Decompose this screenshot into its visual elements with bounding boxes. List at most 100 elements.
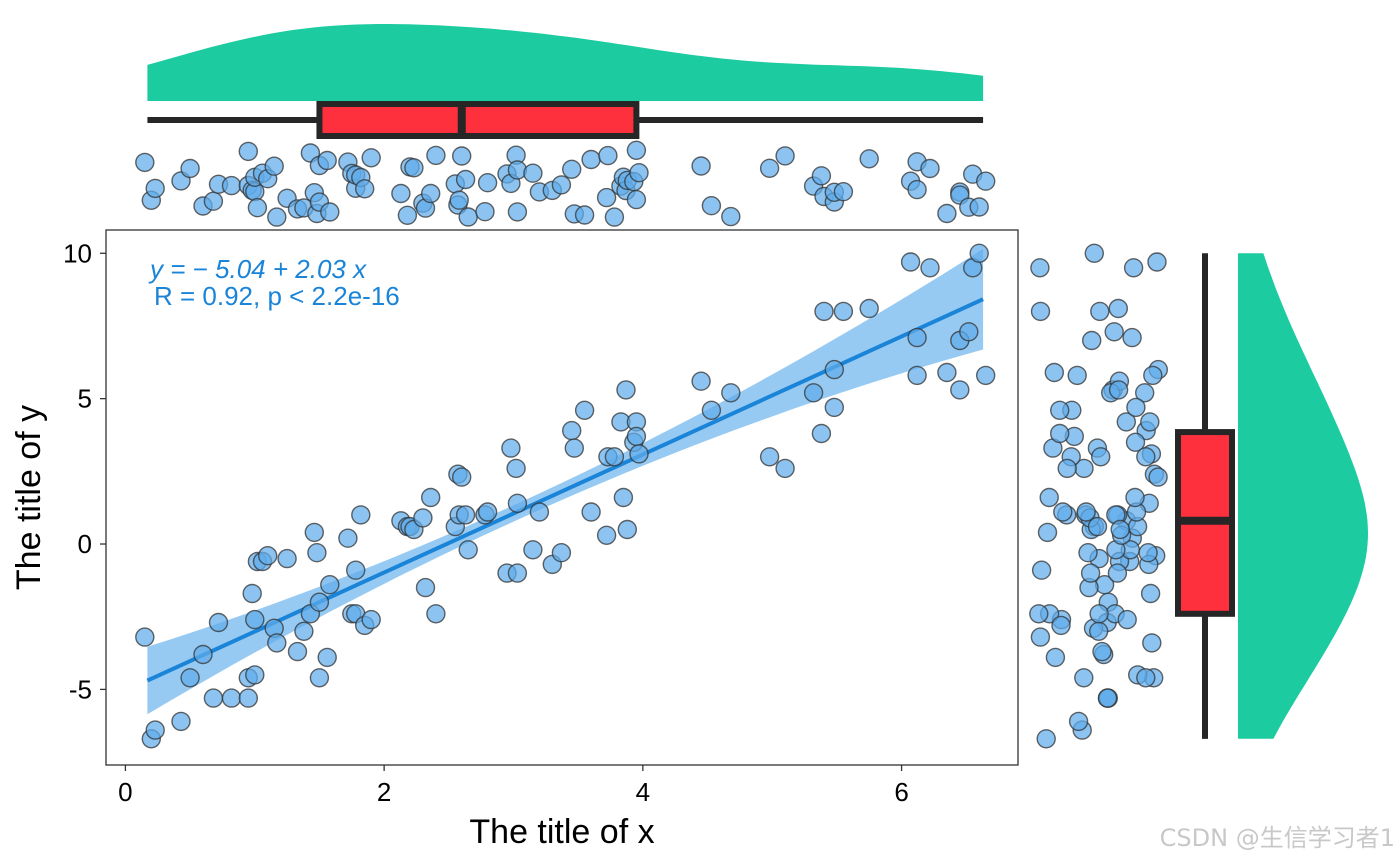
- y-jitter-point: [1030, 301, 1051, 322]
- watermark-text: CSDN @生信学习者1: [1160, 824, 1395, 852]
- scatter-point: [238, 688, 259, 708]
- y-jitter-point: [1029, 604, 1049, 624]
- scatter-point: [562, 420, 582, 441]
- scatter-point: [304, 522, 324, 543]
- x-jitter-point: [629, 162, 649, 183]
- x-jitter-point: [145, 178, 165, 199]
- x-jitter-point: [317, 150, 337, 171]
- x-jitter-point: [180, 158, 200, 179]
- x-jitter-point: [452, 146, 472, 166]
- scatter-point: [759, 447, 780, 467]
- y-jitter-point: [1076, 502, 1096, 522]
- scatter-point: [413, 508, 433, 528]
- y-jitter-point: [1097, 688, 1118, 708]
- x-jitter-point: [507, 202, 528, 222]
- scatter-point: [221, 688, 242, 708]
- x-jitter-point: [391, 183, 411, 204]
- x-jitter-point: [920, 158, 940, 179]
- scatter-point: [626, 426, 647, 447]
- y-jitter-point: [1107, 563, 1128, 583]
- y-jitter-point: [1140, 583, 1161, 604]
- y-boxplot: [1175, 253, 1235, 739]
- scatter-point: [617, 519, 637, 540]
- x-jitter-point: [581, 149, 601, 170]
- scatter-point: [833, 301, 854, 322]
- y-jitter-point: [1123, 258, 1144, 278]
- scatter-point: [564, 438, 584, 458]
- y-jitter-point: [1136, 447, 1156, 467]
- x-jitter-point: [937, 203, 957, 224]
- x-tick-label: 4: [636, 777, 650, 807]
- x-jitter-point: [759, 158, 780, 179]
- x-jitter-point: [361, 148, 381, 168]
- x-jitter-point: [267, 207, 287, 227]
- x-jitter-point: [523, 163, 543, 183]
- scatter-point: [900, 252, 921, 272]
- y-jitter-point: [1117, 609, 1137, 630]
- y-jitter-point: [1053, 502, 1073, 522]
- y-jitter-point: [1030, 627, 1051, 647]
- scatter-point: [458, 540, 478, 560]
- y-axis-title: The title of y: [10, 405, 48, 590]
- scatter-point: [613, 487, 634, 508]
- y-jitter-point: [1081, 330, 1102, 351]
- x-jitter-point: [626, 189, 647, 210]
- y-tick-label: 10: [63, 238, 92, 268]
- y-jitter-point: [1068, 711, 1089, 732]
- scatter-point: [501, 438, 521, 458]
- scatter-point: [245, 609, 265, 630]
- y-jitter-point: [1049, 400, 1070, 420]
- scatter-point: [721, 383, 741, 403]
- y-tick-label: 0: [78, 529, 92, 559]
- x-jitter-point: [598, 145, 618, 166]
- y-jitter-point: [1049, 423, 1070, 444]
- y-jitter-point: [1088, 621, 1109, 641]
- scatter-point: [551, 543, 572, 563]
- y-jitter-point: [1051, 615, 1071, 636]
- y-jitter-point: [1148, 467, 1168, 487]
- x-jitter-point: [626, 140, 647, 161]
- scatter-point: [193, 644, 213, 665]
- x-jitter-point: [604, 207, 625, 227]
- scatter-point: [320, 575, 340, 595]
- y-jitter-point: [1078, 543, 1098, 563]
- y-jitter-point: [1110, 519, 1130, 540]
- x-jitter-point: [833, 181, 854, 202]
- scatter-point: [616, 380, 636, 400]
- x-jitter-point: [320, 202, 340, 222]
- scatter-point: [477, 502, 498, 522]
- scatter-point: [775, 458, 795, 479]
- y-jitter-point: [1036, 729, 1056, 749]
- x-jitter-point: [721, 206, 741, 227]
- scatter-point: [309, 668, 330, 688]
- scatter-point: [803, 383, 824, 403]
- scatter-point: [208, 612, 229, 633]
- x-jitter-point: [455, 169, 476, 190]
- y-jitter-point: [1125, 432, 1146, 452]
- scatter-point: [346, 560, 366, 580]
- y-jitter-point: [1090, 447, 1111, 467]
- x-jitter-point: [247, 197, 268, 218]
- scatter-point: [811, 423, 832, 444]
- scatter-point: [907, 327, 927, 348]
- x-jitter-point: [691, 156, 711, 176]
- scatter-point: [824, 359, 844, 380]
- scatter-point: [920, 258, 940, 278]
- scatter-point: [267, 633, 287, 653]
- scatter-point: [629, 444, 649, 464]
- y-jitter-point: [1143, 365, 1163, 386]
- scatter-point: [277, 548, 297, 569]
- x-jitter-point: [264, 156, 284, 176]
- x-jitter-point: [574, 205, 595, 225]
- scatter-point: [507, 563, 528, 583]
- scatter-point: [574, 400, 595, 420]
- scatter-point: [287, 641, 308, 662]
- x-axis-title: The title of x: [469, 813, 654, 851]
- scatter-point: [523, 540, 543, 560]
- y-jitter-points: [1029, 243, 1169, 749]
- scatter-point: [969, 243, 989, 264]
- scatter-point: [507, 493, 528, 513]
- main-scatter-panel: y = − 5.04 + 2.03 x R = 0.92, p < 2.2e-1…: [10, 229, 1019, 851]
- y-tick-label: -5: [69, 674, 92, 704]
- y-jitter-point: [1089, 604, 1109, 624]
